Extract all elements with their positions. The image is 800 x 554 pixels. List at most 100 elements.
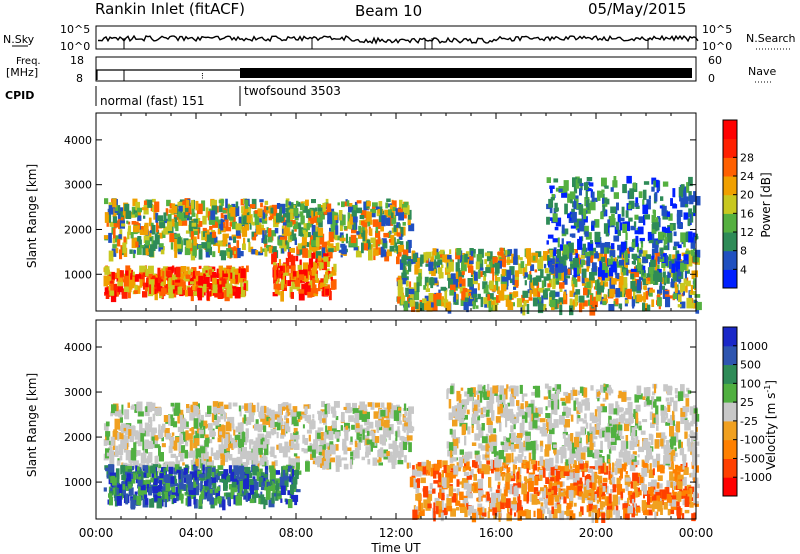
velocity-scatter-cell-0-574 <box>362 409 367 414</box>
velocity-scatter-cell-2-738 <box>656 482 660 489</box>
freq-frame <box>95 56 697 82</box>
power-scatter-cell-3-778 <box>459 283 462 287</box>
power-scatter-cell-1-552 <box>330 219 336 228</box>
power-scatter-cell-4-396 <box>610 187 614 192</box>
velocity-scatter-cell-1-456 <box>231 487 237 493</box>
velocity-scatter-cell-0-467 <box>331 420 337 429</box>
power-scatter-cell-1-778 <box>375 239 378 250</box>
velocity-scatter-cell-0-823 <box>192 401 198 406</box>
power-scatter-cell-4-380 <box>652 209 655 214</box>
velocity-scatter-cell-2-421 <box>625 483 629 492</box>
velocity-scatter-cell-0-701 <box>223 412 227 422</box>
power-scatter-cell-4-75 <box>597 267 604 277</box>
power-scatter-cell-1-735 <box>163 212 167 222</box>
power-scatter-cell-4-351 <box>578 204 584 215</box>
velocity-scatter-cell-0-254 <box>113 429 118 435</box>
power-scatter-cell-0-327 <box>119 270 124 277</box>
velocity-scatter-cell-1-362 <box>193 477 198 489</box>
power-scatter-cell-1-491 <box>151 198 156 203</box>
velocity-scatter-cell-2-172 <box>494 471 501 481</box>
power-scatter-cell-1-185 <box>201 200 206 212</box>
power-scatter-cell-1-737 <box>283 245 287 252</box>
velocity-scatter-cell-1-130 <box>175 486 180 495</box>
power-scatter-cell-1-701 <box>396 232 401 237</box>
velocity-scatter-cell-2-489 <box>663 502 668 510</box>
power-scatter-cell-3-839 <box>403 301 409 312</box>
velocity-scatter-cell-1-199 <box>183 486 186 491</box>
power-scatter-cell-1-846 <box>193 236 197 246</box>
velocity-scatter-cell-2-601 <box>441 470 444 478</box>
power-scatter-cell-4-369 <box>617 244 621 251</box>
nsky-trace <box>97 34 699 45</box>
power-scatter-cell-3-341 <box>682 289 685 296</box>
velocity-scatter-cell-2-309 <box>615 505 619 514</box>
velocity-scatter-cell-0-511 <box>155 455 159 466</box>
power-scatter-cell-2-166 <box>290 292 294 299</box>
power-scatter-cell-4-293 <box>655 179 659 188</box>
power-scatter-cell-1-739 <box>326 203 332 213</box>
velocity-scatter-cell-2-476 <box>545 467 551 471</box>
power-scatter-cell-3-585 <box>683 278 687 285</box>
power-scatter-cell-3-677 <box>547 283 551 288</box>
power-scatter-cell-4-59 <box>658 256 665 262</box>
velocity-scatter-cell-1-399 <box>268 465 275 470</box>
power-scatter-cell-1-718 <box>249 204 256 209</box>
power-scatter-cell-3-395 <box>459 254 462 263</box>
velocity-scatter-cell-0-428 <box>404 455 407 463</box>
power-scatter-cell-4-419 <box>624 250 628 262</box>
velocity-scatter-cell-0-457 <box>227 417 232 423</box>
power-scatter-cell-1-796 <box>214 236 218 243</box>
power-scatter-cell-3-161 <box>434 252 441 260</box>
power-scatter-cell-3-786 <box>425 251 432 259</box>
power-scatter-cell-1-30 <box>325 198 329 206</box>
velocity-scatter-cell-2-307 <box>649 463 652 471</box>
power-scatter-cell-1-479 <box>251 249 257 255</box>
power-scatter-cell-1-476 <box>291 229 294 236</box>
power-scatter-cell-4-350 <box>609 267 614 277</box>
power-scatter-cell-4-330 <box>563 228 569 235</box>
velocity-scatter-cell-2-129 <box>665 486 670 496</box>
power-scatter-cell-0-354 <box>166 270 172 277</box>
power-scatter-cell-4-308 <box>610 217 616 226</box>
power-scatter-cell-4-294 <box>572 258 579 268</box>
power-scatter-cell-1-29 <box>349 203 353 208</box>
power-scatter-cell-1-657 <box>155 212 159 223</box>
velocity-scatter-cell-0-211 <box>257 460 262 466</box>
power-scatter-cell-1-50 <box>182 214 187 224</box>
power-scatter-cell-3-378 <box>682 286 688 292</box>
velocity-scatter-cell-2-281 <box>693 486 698 496</box>
velocity-scatter-cell-2-471 <box>537 466 541 472</box>
power-scatter-cell-4-388 <box>654 192 658 202</box>
power-scatter-cell-3-758 <box>429 278 435 286</box>
power-scatter-cell-2-125 <box>279 265 284 272</box>
power-scatter-cell-3-62 <box>584 282 587 290</box>
power-scatter-cell-4-281 <box>602 197 605 204</box>
power-scatter-cell-2-46 <box>314 278 320 283</box>
velocity-scatter-cell-1-509 <box>117 484 121 488</box>
velocity-scatter-cell-2-556 <box>542 487 546 498</box>
velocity-scatter-cell-0-510 <box>257 433 262 439</box>
power-colorbar-swatch-7 <box>723 138 737 158</box>
velocity-scatter-cell-1-237 <box>142 480 146 484</box>
power-scatter-cell-2-80 <box>292 283 298 290</box>
velocity-scatter-cell-0-231 <box>296 411 301 417</box>
power-scatter-cell-1-404 <box>158 245 164 252</box>
velocity-scatter-cell-0-680 <box>221 437 224 446</box>
power-scatter-cell-3-295 <box>472 251 476 258</box>
velocity-scatter-cell-1-276 <box>256 471 260 481</box>
power-scatter-cell-4-135 <box>680 197 686 208</box>
velocity-scatter-cell-1-316 <box>260 472 265 479</box>
power-scatter-cell-2-137 <box>295 280 300 287</box>
velocity-scatter-cell-2-239 <box>599 501 604 510</box>
velocity-scatter-cell-1-185 <box>264 483 269 487</box>
power-scatter-cell-1-181 <box>205 207 209 218</box>
velocity-scatter-cell-0-549 <box>165 433 172 440</box>
velocity-scatter-cell-2-226 <box>559 510 565 521</box>
power-scatter-cell-3-689 <box>500 247 503 256</box>
velocity-scatter-cell-1-219 <box>275 470 280 475</box>
power-scatter-cell-0-332 <box>121 290 128 299</box>
velocity-scatter-cell-2-704 <box>557 504 562 514</box>
power-scatter-cell-1-530 <box>123 236 127 244</box>
power-scatter-cell-3-408 <box>548 278 553 287</box>
power-scatter-cell-1-504 <box>220 250 226 261</box>
